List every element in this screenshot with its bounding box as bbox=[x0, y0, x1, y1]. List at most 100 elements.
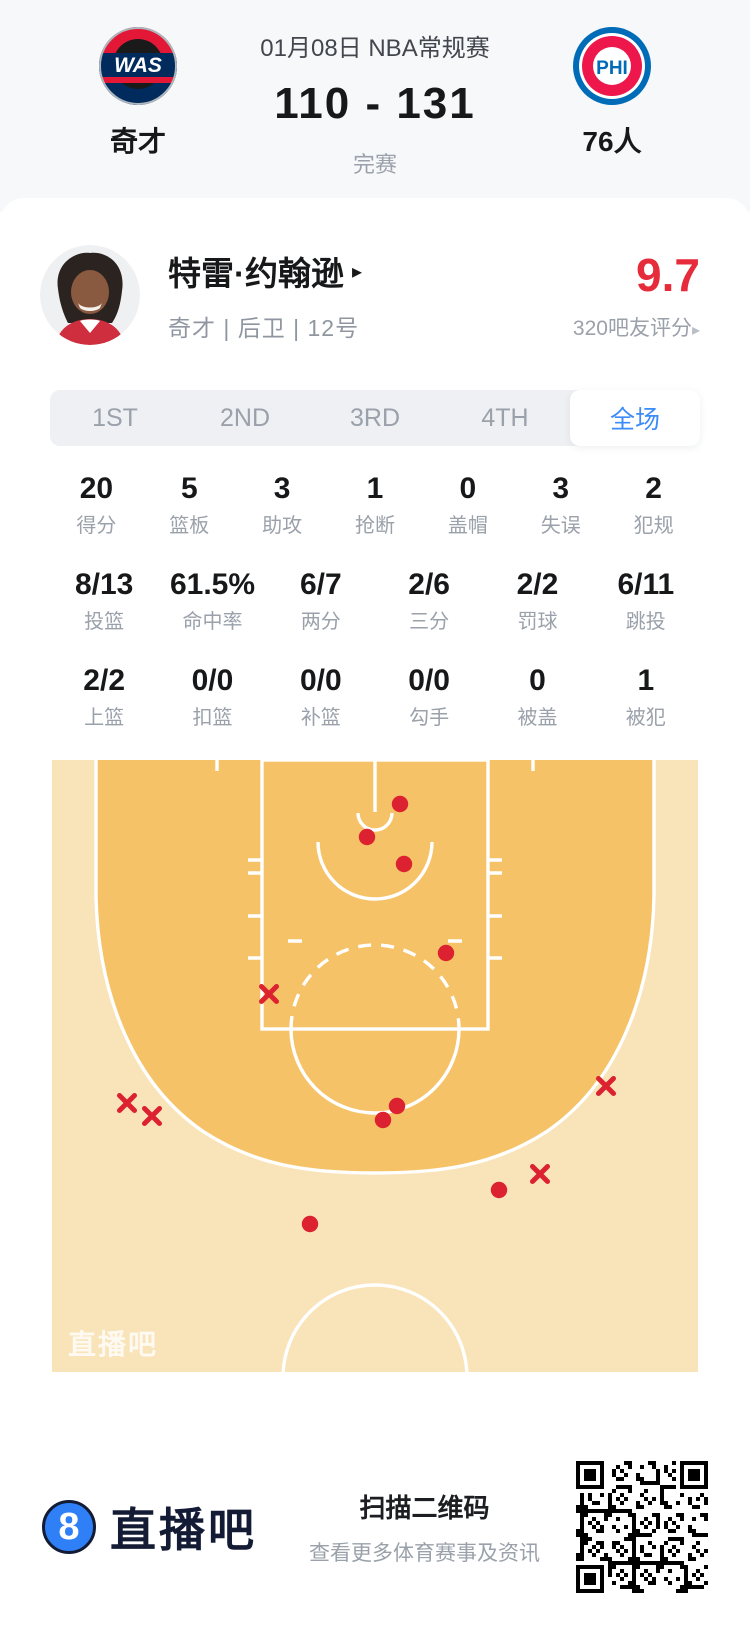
made-shot-marker bbox=[301, 1215, 319, 1233]
qr-subtitle: 查看更多体育赛事及资讯 bbox=[309, 1541, 540, 1565]
stat-label: 失误 bbox=[540, 515, 581, 537]
stat-label: 罚球 bbox=[517, 611, 558, 633]
stat-cell: 0/0 补篮 bbox=[267, 664, 375, 730]
stat-label: 被盖 bbox=[517, 707, 558, 729]
stat-label: 命中率 bbox=[182, 611, 243, 633]
brand-name: 直播吧 bbox=[110, 1504, 257, 1556]
stat-label: 勾手 bbox=[409, 707, 450, 729]
quarter-tabs: 1ST 2ND 3RD 4TH 全场 bbox=[50, 390, 700, 446]
stat-value: 0/0 bbox=[299, 664, 342, 697]
stat-cell: 0/0 扣篮 bbox=[158, 664, 266, 730]
stat-row: 8/13 投篮 61.5% 命中率 6/7 两分 2/6 三分 2/2 罚球 6/11 跳投 bbox=[50, 568, 700, 634]
stat-cell: 2/2 罚球 bbox=[483, 568, 591, 634]
baseline-ticks bbox=[215, 760, 535, 771]
stat-cell: 3 助攻 bbox=[236, 472, 329, 538]
tab-1st[interactable]: 1ST bbox=[92, 403, 138, 432]
stat-cell: 8/13 投篮 bbox=[50, 568, 158, 634]
stat-label: 上篮 bbox=[84, 707, 125, 729]
brand-8-logo-icon: 8 bbox=[42, 1500, 96, 1554]
stat-label: 三分 bbox=[409, 611, 450, 633]
stat-cell: 61.5% 命中率 bbox=[158, 568, 266, 634]
player-header-row: 特雷·约翰逊 ▸ 奇才 | 后卫 | 12号 9.7 320吧友评分▸ bbox=[0, 200, 750, 366]
restricted-area-arc bbox=[316, 841, 434, 901]
wizards-logo-icon: WAS bbox=[99, 27, 177, 105]
stat-cell: 2/2 上篮 bbox=[50, 664, 158, 730]
center-circle bbox=[281, 1283, 469, 1372]
lane-hash-marks bbox=[248, 858, 502, 960]
svg-text:PHI: PHI bbox=[596, 58, 628, 79]
stat-label: 两分 bbox=[300, 611, 341, 633]
court-inner-area bbox=[96, 760, 654, 1173]
shot-markers bbox=[117, 795, 616, 1233]
tab-全场[interactable]: 全场 bbox=[570, 390, 700, 446]
stat-row: 20 得分 5 篮板 3 助攻 1 抢断 0 盖帽 3 失误 2 犯规 bbox=[50, 472, 700, 538]
stat-value: 6/7 bbox=[299, 568, 342, 601]
home-team[interactable]: WAS 奇才 bbox=[58, 26, 218, 212]
tab-2nd[interactable]: 2ND bbox=[219, 403, 270, 432]
scoreboard: WAS 奇才 01月08日 NBA常规赛 110 - 131 完赛 PHI 76… bbox=[0, 0, 750, 212]
player-name-arrow-icon: ▸ bbox=[352, 260, 363, 283]
made-shot-marker bbox=[395, 855, 413, 873]
away-team[interactable]: PHI 76人 bbox=[532, 26, 692, 212]
stat-label: 盖帽 bbox=[447, 515, 488, 537]
stat-value: 3 bbox=[273, 472, 291, 505]
stats-grid: 20 得分 5 篮板 3 助攻 1 抢断 0 盖帽 3 失误 2 犯规 8/13 投篮 61.5% 命中率 6/7 两… bbox=[0, 446, 750, 730]
stat-value: 5 bbox=[180, 472, 198, 505]
qr-title: 扫描二维码 bbox=[359, 1492, 490, 1523]
made-shot-marker bbox=[358, 828, 376, 846]
stat-cell: 20 得分 bbox=[50, 472, 143, 538]
rim-arc bbox=[356, 812, 394, 832]
stat-value: 6/11 bbox=[617, 568, 675, 601]
stat-value: 3 bbox=[552, 472, 570, 505]
player-card: 特雷·约翰逊 ▸ 奇才 | 后卫 | 12号 9.7 320吧友评分▸ 1ST 2… bbox=[0, 198, 750, 1372]
tab-4th[interactable]: 4TH bbox=[481, 403, 529, 432]
lane-lines bbox=[260, 760, 490, 1031]
stat-cell: 6/7 两分 bbox=[267, 568, 375, 634]
rating-block[interactable]: 9.7 320吧友评分▸ bbox=[573, 248, 700, 342]
court-watermark: 直播吧 bbox=[68, 1329, 158, 1360]
scoreboard-center: 01月08日 NBA常规赛 110 - 131 完赛 bbox=[218, 26, 532, 212]
stat-cell: 2/6 三分 bbox=[375, 568, 483, 634]
player-name-line[interactable]: 特雷·约翰逊 ▸ bbox=[168, 247, 573, 295]
stat-value: 1 bbox=[366, 472, 384, 505]
made-shot-marker bbox=[374, 1111, 392, 1129]
stat-value: 0/0 bbox=[191, 664, 234, 697]
tab-3rd[interactable]: 3RD bbox=[349, 403, 400, 432]
free-throw-circle-solid bbox=[289, 1028, 461, 1115]
brand-group[interactable]: 8 直播吧 bbox=[42, 1494, 257, 1560]
qr-text-block: 扫描二维码 查看更多体育赛事及资讯 bbox=[309, 1488, 540, 1567]
stat-value: 2/6 bbox=[408, 568, 450, 601]
player-info: 特雷·约翰逊 ▸ 奇才 | 后卫 | 12号 bbox=[168, 247, 573, 343]
home-team-name: 奇才 bbox=[109, 126, 166, 157]
rating-value: 9.7 bbox=[636, 249, 700, 301]
missed-shot-marker bbox=[142, 1106, 162, 1126]
player-avatar[interactable] bbox=[40, 245, 140, 345]
stat-cell: 5 篮板 bbox=[143, 472, 236, 538]
stat-label: 篮板 bbox=[169, 515, 210, 537]
stat-label: 抢断 bbox=[355, 515, 395, 537]
sixers-logo-icon: PHI bbox=[573, 27, 651, 105]
stat-cell: 3 失误 bbox=[514, 472, 607, 538]
three-point-line bbox=[94, 760, 656, 1175]
svg-text:WAS: WAS bbox=[114, 54, 162, 77]
stat-value: 1 bbox=[637, 664, 655, 697]
stat-label: 投篮 bbox=[84, 611, 125, 633]
stat-label: 被犯 bbox=[625, 707, 666, 729]
stat-cell: 1 抢断 bbox=[329, 472, 422, 538]
made-shot-marker bbox=[388, 1097, 406, 1115]
game-date-title: 01月08日 NBA常规赛 bbox=[260, 35, 490, 62]
stat-value: 8/13 bbox=[74, 568, 134, 601]
game-score: 110 - 131 bbox=[274, 79, 476, 128]
stat-value: 61.5% bbox=[169, 568, 256, 601]
away-team-name: 76人 bbox=[582, 126, 642, 157]
player-avatar-image bbox=[40, 245, 140, 345]
made-shot-marker bbox=[490, 1181, 508, 1199]
stat-value: 20 bbox=[79, 472, 114, 505]
footer: 8 直播吧 扫描二维码 查看更多体育赛事及资讯 bbox=[0, 1460, 750, 1602]
missed-shot-marker bbox=[117, 1093, 137, 1113]
stat-cell: 2 犯规 bbox=[607, 472, 700, 538]
stat-label: 扣篮 bbox=[192, 707, 233, 729]
stat-label: 得分 bbox=[76, 515, 117, 537]
stat-row: 2/2 上篮 0/0 扣篮 0/0 补篮 0/0 勾手 0 被盖 1 被犯 bbox=[50, 664, 700, 730]
